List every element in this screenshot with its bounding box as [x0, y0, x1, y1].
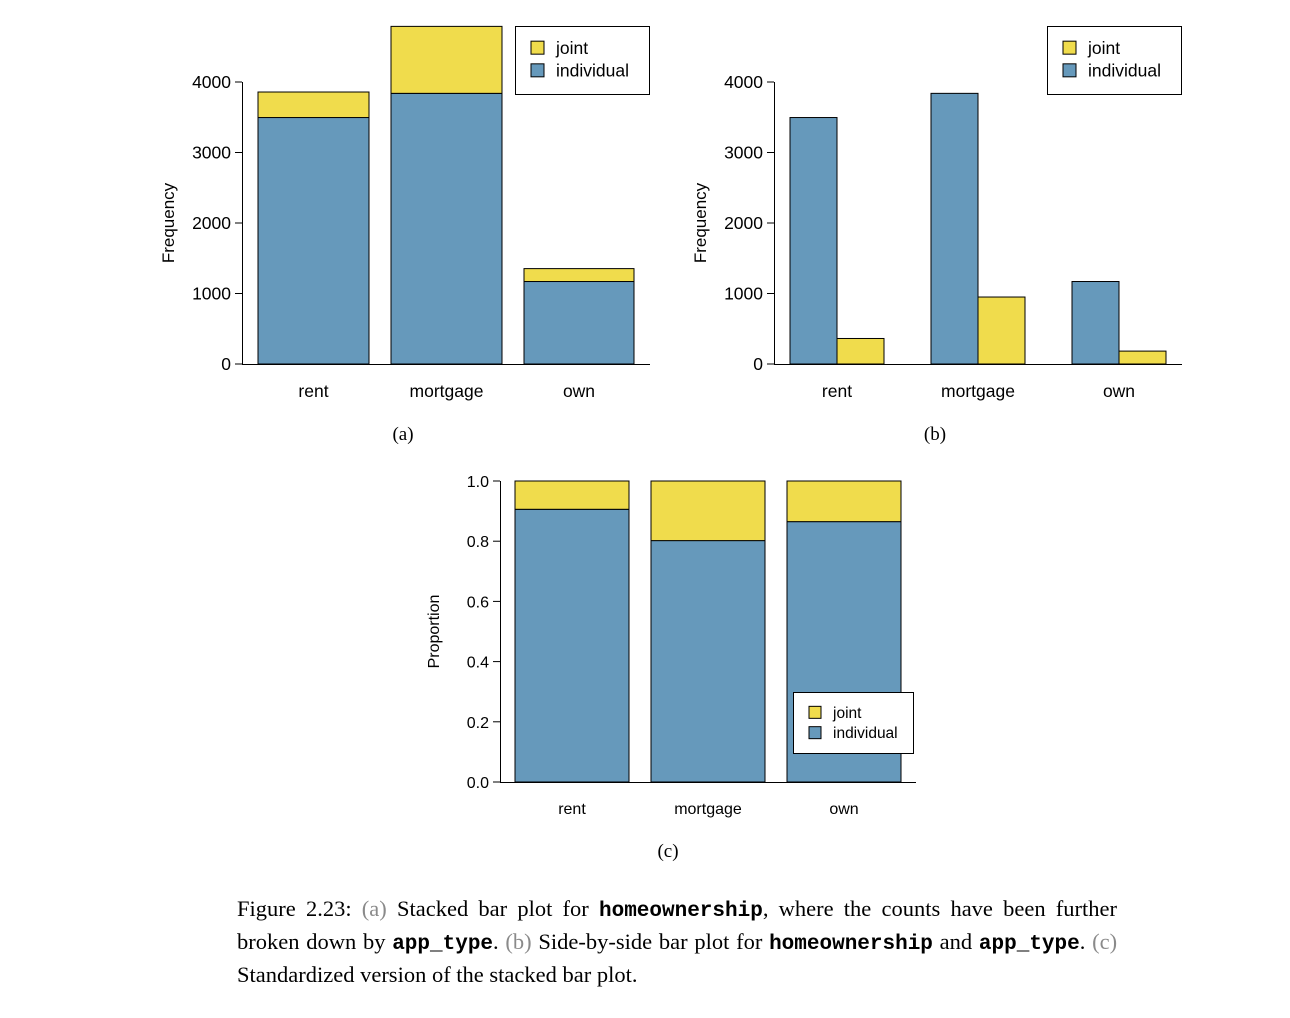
- xtick-label-c-rent: rent: [558, 801, 586, 818]
- legend-box-c: [793, 692, 914, 754]
- ytick-label-b-0: 0: [753, 354, 763, 374]
- legend-b: joint individual: [1047, 26, 1182, 95]
- legend-label-c-joint: joint: [832, 705, 862, 722]
- xtick-label-a-own: own: [563, 381, 595, 401]
- legend-box-b: [1047, 26, 1182, 95]
- legend-swatch-a-joint: [530, 40, 545, 55]
- caption-a-text-2: , where the counts have been further bro…: [237, 896, 1118, 954]
- bar-b-mortgage-individual: [930, 92, 979, 365]
- chart-b-side-by-side-frequency: rent mortgage own 0 1000 2000 3000 4000 Frequenc…: [691, 26, 1182, 445]
- ytick-label-b-4: 4000: [724, 72, 763, 92]
- caption-var-app-type-2: app_type: [978, 933, 1080, 956]
- bar-b-own-individual: [1071, 281, 1120, 365]
- bar-b-rent-joint: [836, 337, 885, 365]
- bar-c-own-joint: [786, 480, 902, 523]
- caption-a-text-3: .: [493, 929, 499, 954]
- legend-label-a-joint: joint: [555, 38, 588, 58]
- ytick-label-b-3: 3000: [724, 143, 763, 163]
- caption-c-text: Standardized version of the stacked bar …: [237, 962, 638, 987]
- ytick-label-c-1: 0.2: [467, 715, 489, 732]
- bar-a-rent-joint: [257, 91, 370, 119]
- legend-swatch-c-joint: [808, 705, 822, 719]
- xtick-label-c-mortgage: mortgage: [674, 801, 742, 818]
- caption-a-text-1: Stacked bar plot for: [396, 896, 589, 921]
- bar-a-own-joint: [523, 268, 635, 283]
- bar-a-mortgage-joint: [390, 25, 503, 94]
- bar-c-mortgage-individual: [650, 540, 766, 783]
- legend-box-a: [515, 26, 650, 95]
- subfigure-label-b: (b): [924, 424, 946, 445]
- bar-b-rent-individual: [789, 117, 838, 365]
- caption-b-text-3: .: [1079, 929, 1086, 954]
- figure-caption: Figure 2.23: (a) Stacked bar plot for ho…: [237, 894, 1117, 990]
- xtick-label-b-rent: rent: [822, 381, 852, 401]
- legend-label-b-individual: individual: [1088, 61, 1161, 81]
- bar-a-mortgage-individual: [390, 92, 503, 365]
- xtick-label-b-own: own: [1103, 381, 1135, 401]
- chart-c-standardized-proportion: rent mortgage own 0.0 0.2 0.4 0.6 0.8 1.0 Proport…: [426, 474, 916, 862]
- bar-a-own-individual: [523, 281, 635, 365]
- ytick-label-c-2: 0.4: [467, 655, 489, 672]
- chart-a-stacked-frequency: rent mortgage own 0 1000 2000 3000 4000 Frequenc…: [159, 25, 650, 445]
- bar-a-rent-individual: [257, 117, 370, 365]
- caption-var-homeownership-2: homeownership: [769, 933, 933, 956]
- caption-a-marker: (a): [361, 896, 387, 921]
- bar-b-own-joint: [1118, 350, 1167, 365]
- caption-figure-label: Figure 2.23:: [237, 896, 352, 921]
- ytick-label-c-0: 0.0: [467, 775, 489, 792]
- xtick-label-a-mortgage: mortgage: [410, 381, 484, 401]
- xtick-label-c-own: own: [829, 801, 858, 818]
- caption-c-marker: (c): [1092, 929, 1118, 954]
- legend-swatch-b-individual: [1062, 63, 1077, 78]
- legend-a: joint individual: [515, 26, 650, 95]
- ytick-label-c-3: 0.6: [467, 594, 489, 611]
- caption-var-app-type: app_type: [392, 933, 494, 956]
- caption-b-marker: (b): [505, 929, 532, 954]
- ytick-label-c-4: 0.8: [467, 534, 489, 551]
- y-axis-title-c: Proportion: [426, 595, 443, 669]
- y-axis-title-b: Frequency: [691, 182, 710, 263]
- ytick-label-b-1: 1000: [724, 284, 763, 304]
- ytick-label-a-0: 0: [221, 354, 231, 374]
- caption-b-text-1: Side-by-side bar plot for: [538, 929, 763, 954]
- legend-label-a-individual: individual: [556, 61, 629, 81]
- ytick-label-a-3: 3000: [192, 143, 231, 163]
- legend-swatch-b-joint: [1062, 40, 1077, 55]
- xtick-label-a-rent: rent: [298, 381, 328, 401]
- bar-c-mortgage-joint: [650, 480, 766, 542]
- xtick-label-b-mortgage: mortgage: [941, 381, 1015, 401]
- y-axis-title-a: Frequency: [159, 182, 178, 263]
- caption-b-text-2: and: [939, 929, 973, 954]
- subfigure-label-a: (a): [392, 424, 413, 445]
- ytick-label-b-2: 2000: [724, 213, 763, 233]
- ytick-label-a-4: 4000: [192, 72, 231, 92]
- bar-c-rent-joint: [514, 480, 630, 510]
- ytick-label-a-2: 2000: [192, 213, 231, 233]
- legend-label-c-individual: individual: [833, 725, 898, 742]
- subfigure-label-c: (c): [657, 841, 678, 862]
- legend-swatch-c-individual: [808, 726, 822, 740]
- ytick-label-c-5: 1.0: [467, 474, 489, 491]
- legend-swatch-a-individual: [530, 63, 545, 78]
- bar-b-mortgage-joint: [977, 296, 1026, 365]
- legend-label-b-joint: joint: [1087, 38, 1120, 58]
- ytick-label-a-1: 1000: [192, 284, 231, 304]
- bar-c-rent-individual: [514, 508, 630, 783]
- legend-c: joint individual: [793, 692, 914, 754]
- caption-var-homeownership: homeownership: [598, 900, 763, 923]
